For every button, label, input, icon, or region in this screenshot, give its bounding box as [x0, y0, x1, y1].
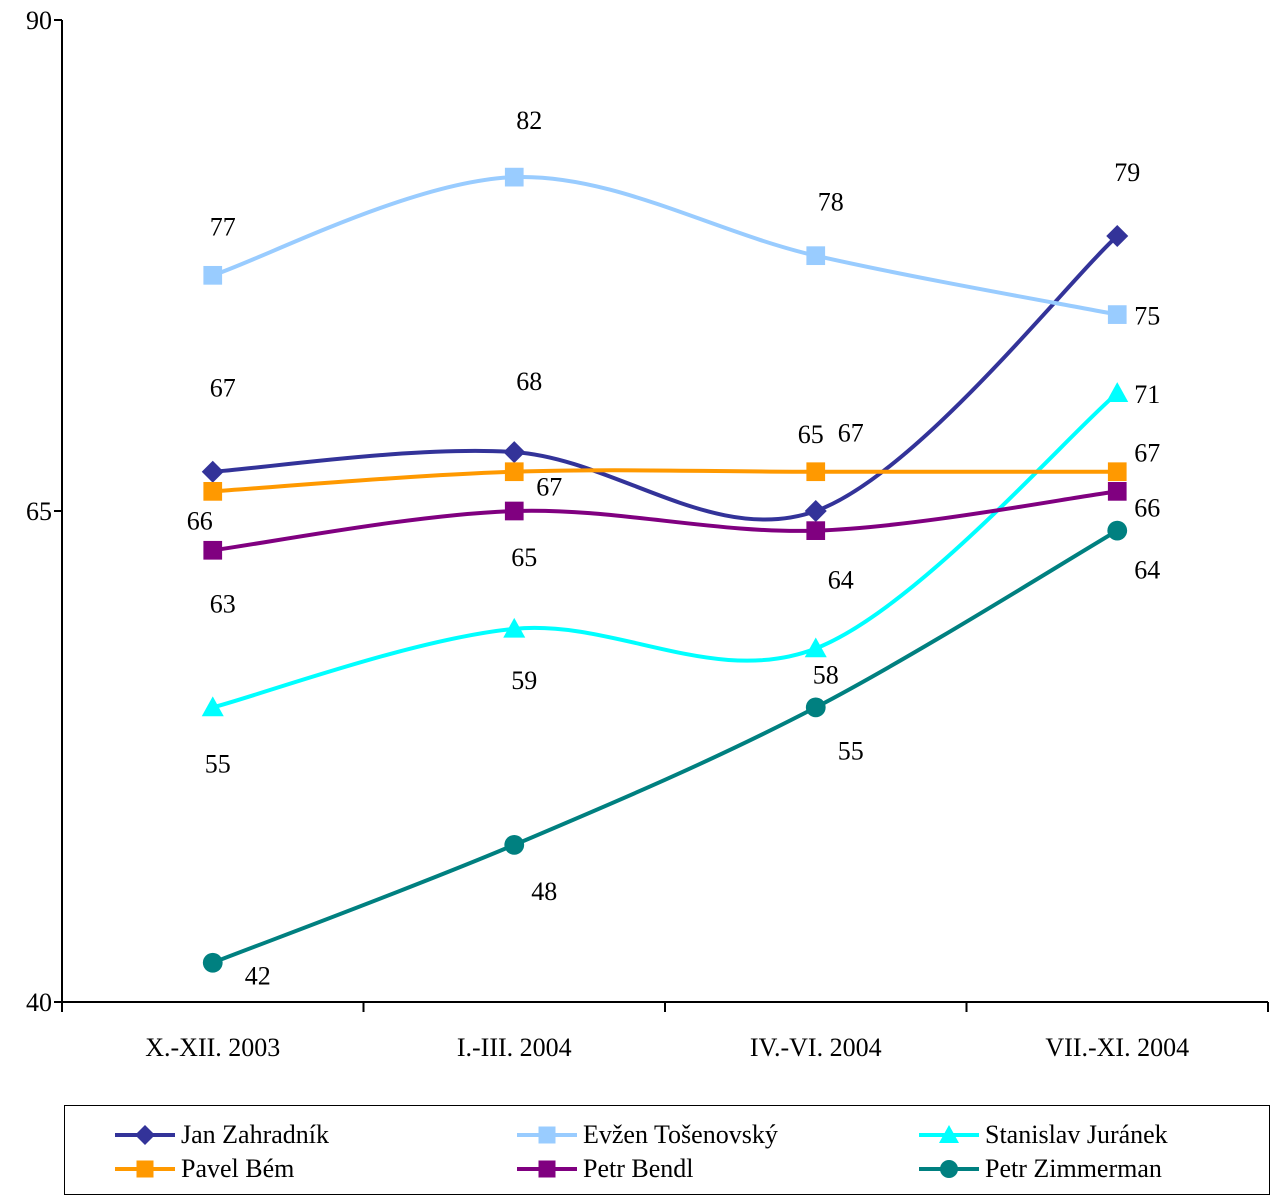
data-label: 48: [531, 877, 557, 906]
data-label: 64: [828, 566, 854, 595]
square-marker: [504, 501, 524, 521]
legend-swatch: [115, 1125, 175, 1145]
square-marker: [806, 246, 826, 266]
diamond-marker: [135, 1125, 155, 1145]
data-label: 55: [838, 736, 864, 765]
series-line: [212, 528, 1119, 965]
diamond-marker: [1106, 225, 1129, 248]
square-marker: [538, 1160, 556, 1178]
y-tick-label: 90: [26, 6, 52, 35]
circle-marker: [504, 834, 525, 855]
square-marker: [203, 540, 223, 560]
legend-item: Pavel Bém: [113, 1154, 294, 1184]
square-marker: [806, 521, 826, 540]
data-label: 67: [1134, 439, 1160, 468]
square-marker: [806, 462, 826, 482]
series-line: [212, 391, 1119, 710]
data-label: 42: [245, 962, 271, 991]
data-label: 58: [813, 660, 839, 689]
line-chart: 90 65 40 X.-XII. 2003 I.-III. 2004 IV.-VI. 20…: [26, 6, 1269, 1062]
legend-swatch: [517, 1160, 577, 1178]
series-line: [212, 175, 1118, 317]
square-marker: [1107, 462, 1127, 482]
data-label: 77: [210, 212, 236, 241]
legend-item: Petr Zimmerman: [917, 1154, 1162, 1184]
data-label: 64: [1134, 556, 1160, 585]
series-lines: [212, 175, 1119, 965]
legend-swatch: [919, 1125, 979, 1143]
circle-marker: [202, 952, 223, 973]
circle-marker: [940, 1160, 958, 1178]
data-label: 66: [187, 506, 213, 535]
data-label: 78: [818, 188, 844, 217]
legend: Jan Zahradník Evžen Tošenovský Stanislav J…: [64, 1105, 1270, 1195]
legend-label: Evžen Tošenovský: [583, 1120, 778, 1149]
data-label: 55: [205, 749, 231, 778]
square-marker: [504, 462, 524, 482]
square-marker: [136, 1160, 154, 1178]
circle-marker: [1107, 520, 1128, 541]
legend-item: Jan Zahradník: [113, 1120, 329, 1150]
triangle-marker: [503, 617, 526, 638]
diamond-marker: [201, 460, 224, 483]
data-label: 67: [838, 419, 864, 448]
circle-marker: [805, 697, 826, 718]
y-tick-label: 40: [26, 988, 52, 1017]
data-label: 67: [536, 473, 562, 502]
square-marker: [1107, 305, 1127, 324]
data-labels: 67 68 65 79 77 82 78 75 55 59 58 71 66 67 67 67 63 65 64 66…: [187, 106, 1161, 991]
x-tick-label: I.-III. 2004: [457, 1033, 572, 1062]
triangle-marker: [804, 637, 827, 658]
legend-item: Evžen Tošenovský: [515, 1120, 778, 1150]
series-line: [212, 234, 1119, 522]
axes: 90 65 40 X.-XII. 2003 I.-III. 2004 IV.-VI. 20…: [26, 6, 1269, 1062]
series-line: [212, 468, 1118, 494]
data-label: 63: [210, 589, 236, 618]
square-marker: [203, 265, 223, 285]
square-marker: [1107, 482, 1127, 501]
legend-label: Pavel Bém: [181, 1154, 295, 1183]
diamond-marker: [804, 500, 827, 522]
data-label: 71: [1134, 380, 1160, 409]
data-label: 67: [210, 374, 236, 403]
data-label: 65: [798, 420, 824, 449]
legend-item: Petr Bendl: [515, 1154, 694, 1184]
data-label: 79: [1114, 158, 1140, 187]
square-marker: [203, 482, 223, 501]
triangle-marker: [1106, 382, 1129, 402]
legend-swatch: [517, 1126, 577, 1144]
diamond-marker: [503, 441, 526, 464]
data-label: 82: [516, 106, 542, 135]
square-marker: [538, 1126, 556, 1144]
legend-label: Stanislav Juránek: [985, 1120, 1168, 1149]
legend-swatch: [919, 1160, 979, 1178]
legend-label: Petr Bendl: [583, 1154, 694, 1183]
data-label: 59: [511, 666, 537, 695]
triangle-marker: [201, 696, 224, 717]
data-label: 75: [1134, 302, 1160, 331]
data-label: 65: [511, 543, 537, 572]
data-label: 66: [1134, 493, 1160, 522]
series-markers: [201, 167, 1129, 973]
data-label: 68: [516, 367, 542, 396]
legend-label: Petr Zimmerman: [985, 1154, 1162, 1183]
x-tick-label: X.-XII. 2003: [145, 1033, 280, 1062]
x-tick-label: IV.-VI. 2004: [750, 1033, 882, 1062]
series-line: [212, 489, 1118, 553]
legend-swatch: [115, 1160, 175, 1178]
y-tick-label: 65: [26, 497, 52, 526]
legend-label: Jan Zahradník: [181, 1120, 330, 1149]
legend-item: Stanislav Juránek: [917, 1120, 1168, 1150]
triangle-marker: [939, 1125, 959, 1143]
x-tick-label: VII.-XI. 2004: [1045, 1033, 1189, 1062]
square-marker: [504, 167, 524, 187]
